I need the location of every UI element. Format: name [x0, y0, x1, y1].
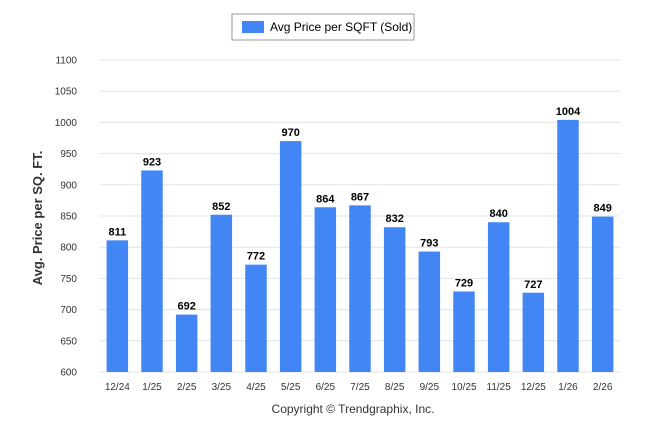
x-tick-label: 2/26	[593, 382, 613, 393]
bar	[591, 216, 614, 372]
y-tick-label: 600	[60, 368, 77, 379]
y-axis-ticks: 600 650 700 750 800 850 900 950 1000 1050 1100	[55, 56, 78, 379]
legend: Avg Price per SQFT (Sold)	[231, 13, 415, 41]
bar	[210, 214, 233, 372]
y-tick-label: 950	[60, 149, 77, 160]
bar	[418, 251, 441, 372]
bars	[106, 119, 614, 373]
y-axis-label: Avg. Price per SQ. FT.	[30, 151, 45, 286]
y-tick-label: 650	[60, 336, 77, 347]
data-label: 811	[108, 226, 126, 238]
x-tick-label: 1/25	[142, 382, 162, 393]
data-label: 727	[524, 279, 542, 291]
data-label: 840	[489, 208, 507, 220]
y-tick-label: 900	[60, 180, 77, 191]
bar	[383, 227, 406, 372]
x-axis-ticks: 12/24 1/25 2/25 3/25 4/25 5/25 6/25 7/25 8/25 9/2…	[105, 382, 613, 393]
x-tick-label: 9/25	[420, 382, 440, 393]
data-label: 692	[177, 301, 195, 313]
legend-label: Avg Price per SQFT (Sold)	[270, 20, 412, 34]
x-tick-label: 8/25	[385, 382, 405, 393]
y-tick-label: 850	[60, 212, 77, 223]
data-label: 772	[247, 251, 265, 263]
y-tick-label: 1100	[55, 56, 77, 67]
data-labels: 811 923 692 852 772 970 864 867 832 793 729 840 727 1…	[108, 106, 611, 313]
copyright-text: Copyright © Trendgraphix, Inc.	[272, 402, 435, 416]
bar	[175, 314, 198, 372]
data-label: 729	[455, 278, 473, 290]
x-tick-label: 12/24	[105, 382, 130, 393]
x-tick-label: 1/26	[558, 382, 578, 393]
y-tick-label: 800	[60, 243, 77, 254]
data-label: 832	[385, 213, 403, 225]
data-label: 793	[420, 238, 438, 250]
bar	[314, 207, 337, 372]
y-tick-label: 750	[60, 274, 77, 285]
x-tick-label: 12/25	[521, 382, 546, 393]
bar	[349, 205, 371, 372]
x-tick-label: 5/25	[281, 382, 301, 393]
bar	[106, 240, 129, 372]
bar	[487, 222, 510, 372]
bar	[141, 170, 163, 372]
x-tick-label: 2/25	[177, 382, 197, 393]
bar	[453, 291, 475, 372]
y-tick-label: 1000	[55, 118, 78, 129]
bar	[279, 141, 302, 372]
x-tick-label: 6/25	[316, 382, 336, 393]
x-tick-label: 7/25	[350, 382, 370, 393]
y-tick-label: 700	[60, 305, 77, 316]
data-label: 867	[351, 191, 369, 203]
y-tick-label: 1050	[55, 87, 78, 98]
bar	[245, 264, 267, 372]
x-tick-label: 4/25	[246, 382, 266, 393]
data-label: 923	[143, 156, 161, 168]
data-label: 849	[593, 203, 611, 215]
data-label: 970	[281, 127, 299, 139]
legend-swatch	[242, 21, 264, 33]
data-label: 852	[212, 201, 230, 213]
data-label: 1004	[556, 106, 581, 118]
bar	[522, 292, 545, 372]
x-tick-label: 11/25	[487, 382, 512, 393]
data-label: 864	[316, 193, 335, 205]
x-tick-label: 10/25	[451, 382, 476, 393]
x-tick-label: 3/25	[212, 382, 232, 393]
bar	[557, 119, 579, 373]
